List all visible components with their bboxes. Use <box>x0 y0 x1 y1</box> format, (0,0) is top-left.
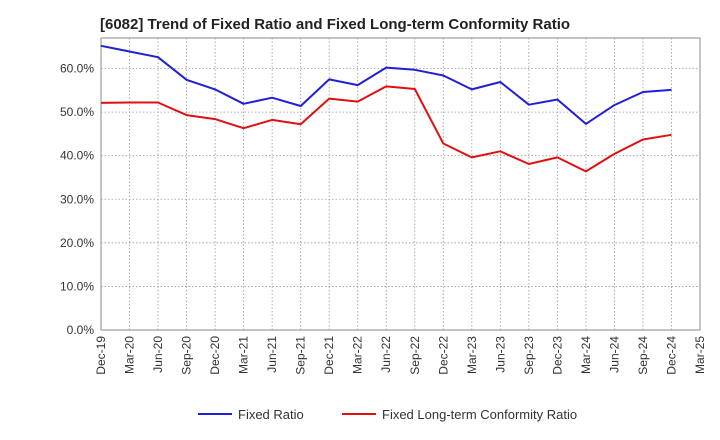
y-tick-label: 0.0% <box>67 323 95 337</box>
y-tick-label: 40.0% <box>60 149 94 163</box>
x-tick-label: Dec-24 <box>664 336 678 375</box>
x-tick-label: Mar-20 <box>123 336 137 374</box>
x-tick-label: Dec-20 <box>208 336 222 375</box>
x-tick-label: Mar-21 <box>237 336 251 374</box>
x-tick-label: Sep-24 <box>636 336 650 375</box>
x-tick-label: Sep-23 <box>522 336 536 375</box>
x-tick-label: Jun-21 <box>265 336 279 373</box>
x-tick-label: Mar-24 <box>579 336 593 374</box>
y-tick-label: 60.0% <box>60 62 94 76</box>
y-tick-label: 30.0% <box>60 192 94 206</box>
series-line-2 <box>100 85 672 173</box>
x-tick-label: Dec-22 <box>436 336 450 375</box>
chart-title: [6082] Trend of Fixed Ratio and Fixed Lo… <box>100 16 571 33</box>
y-tick-label: 10.0% <box>60 279 94 293</box>
x-tick-label: Jun-22 <box>379 336 393 373</box>
x-tick-label: Dec-23 <box>550 336 564 375</box>
x-tick-label: Jun-24 <box>607 336 621 373</box>
x-tick-label: Dec-21 <box>322 336 336 375</box>
series-line-1 <box>100 44 672 125</box>
x-tick-label: Dec-19 <box>94 336 108 375</box>
y-tick-label: 50.0% <box>60 105 94 119</box>
x-tick-label: Mar-23 <box>465 336 479 374</box>
x-tick-label: Jun-23 <box>493 336 507 373</box>
plot-frame <box>100 37 701 331</box>
x-tick-label: Sep-22 <box>408 336 422 375</box>
y-tick-label: 20.0% <box>60 236 94 250</box>
x-tick-label: Sep-20 <box>180 336 194 375</box>
x-tick-label: Jun-20 <box>151 336 165 373</box>
x-tick-label: Mar-22 <box>351 336 365 374</box>
legend-label-1: Fixed Ratio <box>238 407 304 422</box>
x-tick-label: Sep-21 <box>294 336 308 375</box>
x-tick-label: Mar-25 <box>693 336 707 374</box>
legend-label-2: Fixed Long-term Conformity Ratio <box>382 407 577 422</box>
